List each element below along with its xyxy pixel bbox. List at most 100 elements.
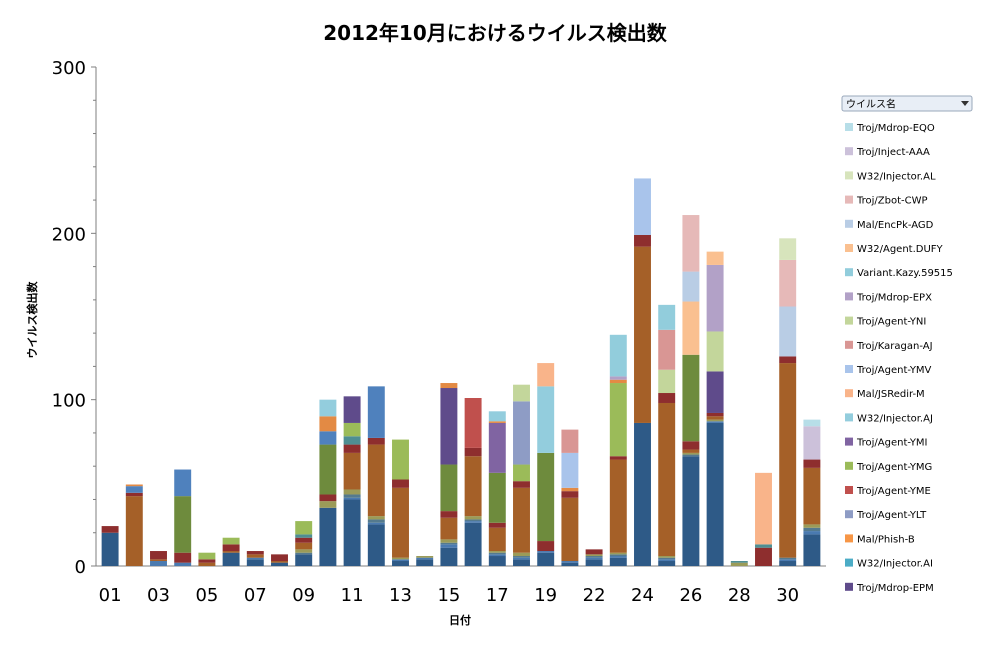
bar-segment — [755, 544, 772, 548]
bar-stack-31 — [803, 419, 821, 566]
bar-segment — [198, 552, 216, 560]
legend-label: Troj/Inject-AAA — [856, 147, 930, 158]
legend-label: Variant.Kazy.59515 — [857, 268, 953, 279]
bar-segment — [416, 559, 434, 566]
legend-swatch — [845, 413, 853, 422]
bar-segment — [537, 363, 555, 387]
legend-header-box — [841, 95, 973, 112]
bar-stack-03 — [150, 551, 167, 566]
bar-segment — [392, 559, 409, 562]
bar-segment — [537, 551, 555, 553]
bar-segment — [513, 464, 530, 482]
bar-segment — [585, 549, 603, 555]
bar-segment — [319, 399, 337, 417]
bar-segment — [513, 559, 530, 566]
legend-item: Mal/JSRedir-M — [845, 389, 925, 400]
bar-segment — [634, 178, 651, 235]
legend-swatch — [845, 558, 853, 567]
bar-segment — [682, 456, 700, 566]
x-tick-label: 24 — [631, 585, 654, 606]
bar-segment — [464, 519, 482, 522]
legend-item: Troj/Agent-YLT — [845, 510, 927, 521]
bar-segment — [706, 412, 724, 417]
bar-segment — [609, 557, 627, 566]
legend-swatch — [845, 486, 853, 494]
legend-header[interactable]: ウイルス名 — [841, 95, 973, 112]
bar-segment — [609, 379, 627, 384]
bar-segment — [246, 551, 264, 555]
bar-segment — [125, 492, 143, 497]
legend-label: Mal/JSRedir-M — [857, 389, 925, 400]
bar-segment — [198, 559, 216, 563]
bar-segment — [464, 398, 482, 448]
bar-segment — [488, 554, 506, 557]
bar-segment — [319, 416, 337, 432]
bar-segment — [367, 516, 385, 520]
bar-segment — [246, 554, 264, 558]
legend-label: W32/Injector.AI — [857, 559, 933, 570]
legend-swatch — [845, 292, 853, 301]
bar-segment — [803, 459, 821, 468]
bar-segment — [464, 456, 482, 517]
legend-item: Troj/Inject-AAA — [845, 147, 930, 158]
bar-segment — [488, 556, 506, 566]
bar-segment — [343, 436, 361, 445]
bar-segment — [658, 561, 676, 566]
bar-segment — [150, 551, 167, 560]
bar-segment — [609, 456, 627, 460]
bar-segment — [658, 329, 676, 370]
legend-item: Troj/Agent-YMG — [845, 461, 932, 473]
bar-segment — [271, 554, 288, 562]
bar-stack-14 — [416, 556, 434, 566]
bar-segment — [682, 452, 700, 455]
legend-swatch — [845, 340, 853, 349]
bar-segment — [343, 452, 361, 490]
bar-segment — [634, 422, 651, 566]
legend-item: Troj/Karagan-AJ — [845, 340, 933, 352]
legend-label: Troj/Zbot-CWP — [856, 196, 928, 207]
legend-label: Troj/Agent-YMV — [856, 365, 932, 376]
bar-segment — [585, 559, 603, 566]
bar-segment — [561, 452, 579, 488]
bar-segment — [150, 561, 167, 566]
bar-segment — [609, 383, 627, 457]
bar-segment — [271, 561, 288, 563]
bar-segment — [706, 264, 724, 332]
chevron-down-icon[interactable] — [961, 101, 969, 106]
legend-swatch — [845, 123, 853, 131]
legend-label: W32/Injector.AJ — [857, 413, 933, 424]
legend-label: Troj/Agent-YNI — [856, 317, 926, 328]
bar-segment — [174, 552, 192, 563]
bar-segment — [585, 557, 603, 560]
bar-segment — [246, 559, 264, 566]
bar-segment — [440, 547, 458, 566]
bar-segment — [125, 486, 143, 493]
legend-swatch — [845, 244, 853, 252]
bar-segment — [416, 556, 434, 558]
bar-stack-27 — [706, 251, 724, 566]
bar-stack-10 — [319, 399, 337, 566]
y-axis: 0 100 200 300 — [52, 58, 826, 578]
bar-segment — [319, 494, 337, 502]
legend-item: Troj/Agent-YME — [845, 486, 931, 497]
bar-segment — [464, 516, 482, 520]
bar-segment — [198, 562, 216, 566]
bar-segment — [488, 552, 506, 555]
bar-segment — [367, 437, 385, 445]
x-tick-label: 26 — [679, 585, 702, 606]
bar-segment — [343, 497, 361, 500]
x-axis-label: 日付 — [449, 613, 471, 627]
bar-segment — [561, 497, 579, 562]
bar-segment — [222, 552, 240, 566]
legend-swatch — [845, 147, 853, 156]
bar-segment — [682, 271, 700, 302]
x-tick-label: 15 — [437, 585, 460, 606]
bar-segment — [319, 501, 337, 508]
bar-segment — [295, 521, 313, 535]
bar-segment — [343, 499, 361, 566]
legend-swatch — [845, 437, 853, 446]
bar-segment — [222, 544, 240, 552]
bar-segment — [682, 215, 700, 272]
bar-stack-12 — [367, 386, 385, 566]
